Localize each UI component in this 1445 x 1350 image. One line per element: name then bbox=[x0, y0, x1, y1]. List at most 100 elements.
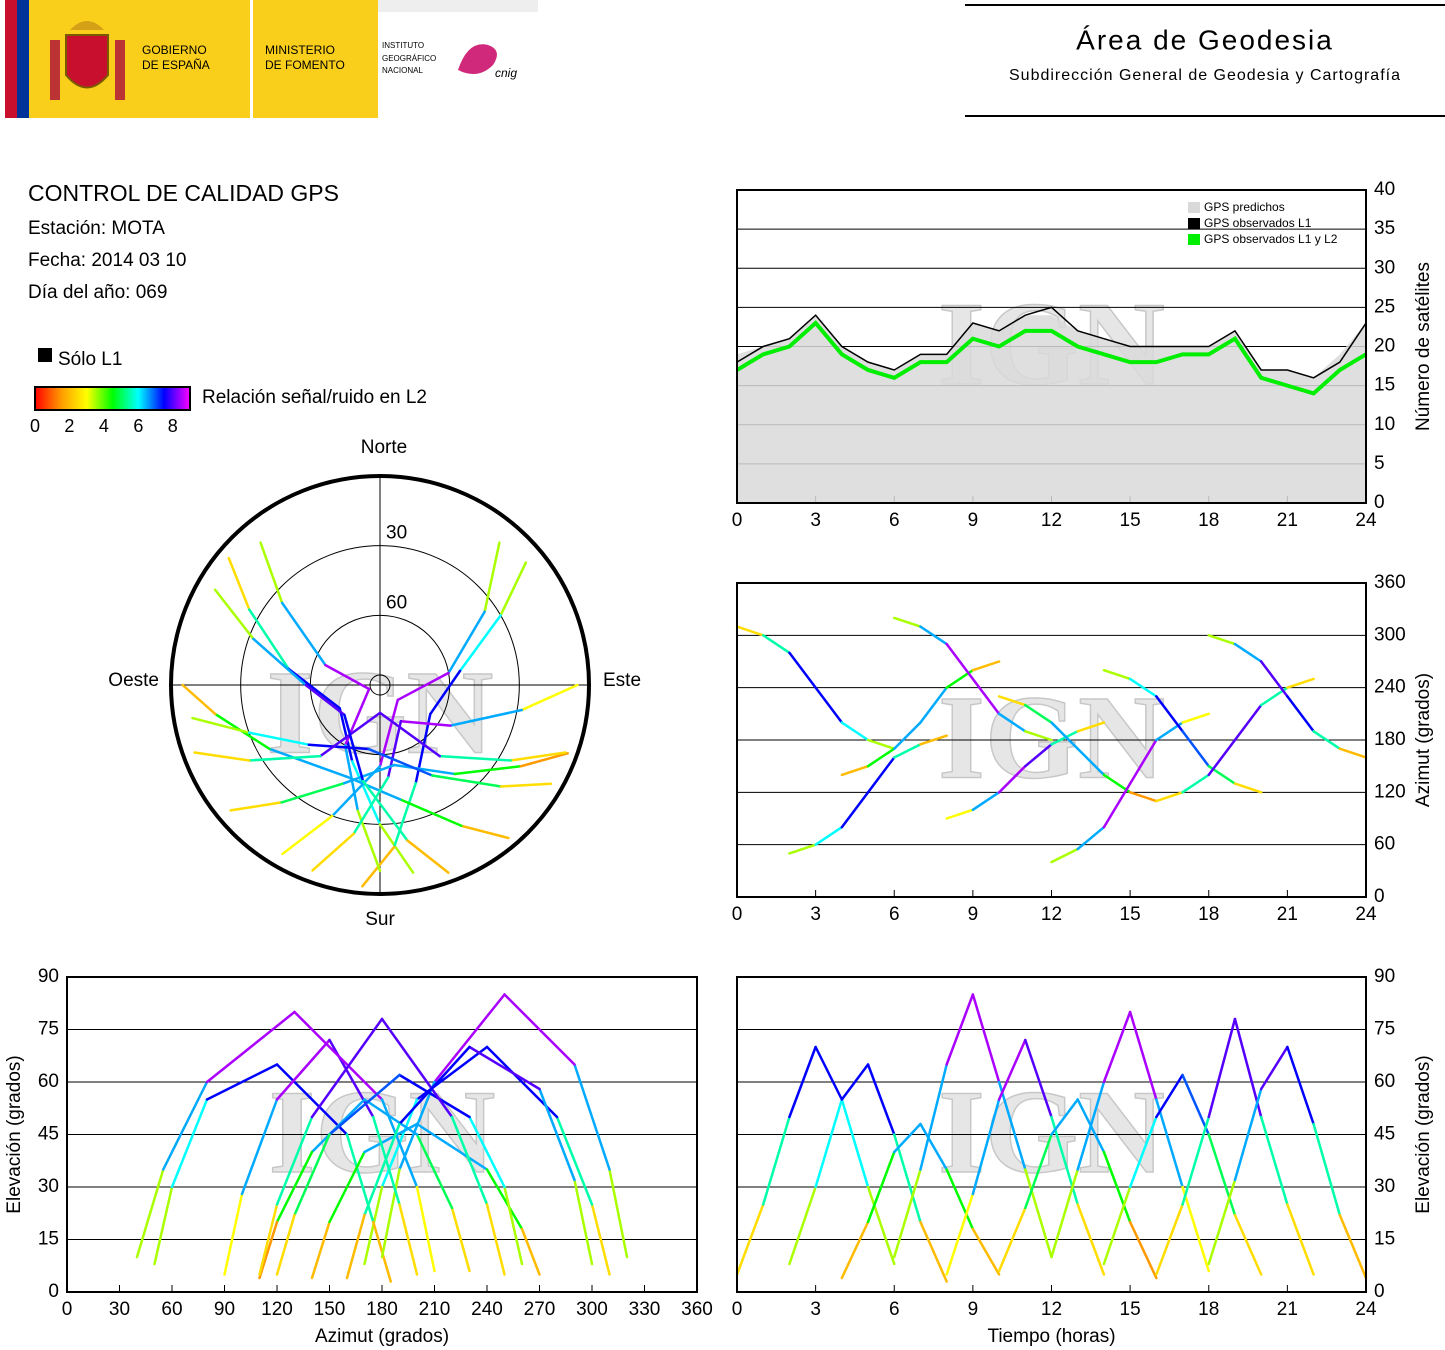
track-segment bbox=[227, 556, 251, 611]
x-tick-label: 21 bbox=[1277, 1299, 1298, 1320]
track-segment bbox=[1102, 1185, 1132, 1266]
logo-text: MINISTERIO bbox=[265, 43, 335, 57]
track-segment bbox=[396, 671, 450, 702]
track-segment bbox=[275, 1038, 331, 1101]
header: GOBIERNO DE ESPAÑA MINISTERIO DE FOMENTO… bbox=[5, 0, 1445, 118]
pillar bbox=[50, 40, 60, 100]
y-tick-label: 360 bbox=[1374, 572, 1406, 593]
logo-text: NACIONAL bbox=[382, 66, 423, 75]
track-segment bbox=[259, 541, 284, 605]
track-segment bbox=[380, 1168, 401, 1259]
track-segment bbox=[240, 1098, 279, 1196]
y-tick-label: 180 bbox=[1374, 729, 1406, 750]
x-tick-label: 90 bbox=[214, 1299, 235, 1320]
track-segment bbox=[1233, 1087, 1263, 1182]
track-segment bbox=[520, 683, 579, 712]
track-segment bbox=[380, 1017, 454, 1119]
track-segment bbox=[945, 1192, 975, 1276]
track-segment bbox=[248, 754, 322, 762]
track-segment bbox=[415, 1122, 489, 1171]
x-tick-label: 15 bbox=[1120, 510, 1141, 531]
track-segment bbox=[438, 754, 512, 762]
track-segment bbox=[1102, 668, 1132, 681]
track-segment bbox=[378, 823, 415, 874]
track-segment bbox=[398, 1045, 471, 1126]
logo-text: cnig bbox=[495, 66, 517, 80]
track-segment bbox=[447, 610, 486, 675]
track-segment bbox=[788, 651, 817, 689]
track-segment bbox=[363, 1098, 419, 1136]
date: Fecha: 2014 03 10 bbox=[28, 250, 186, 271]
y-tick-label: 5 bbox=[1374, 453, 1385, 474]
track-segment bbox=[945, 993, 975, 1066]
track-segment bbox=[971, 660, 1001, 672]
legend-swatch bbox=[38, 348, 52, 362]
track-segment bbox=[247, 731, 311, 746]
track-segment bbox=[1259, 1115, 1289, 1206]
watermark: IGN bbox=[269, 1065, 496, 1198]
track-segment bbox=[1024, 1168, 1053, 1259]
day-of-year: Día del año: 069 bbox=[28, 282, 167, 303]
track-segment bbox=[945, 642, 975, 681]
x-tick-label: 6 bbox=[889, 1299, 900, 1320]
track-segment bbox=[429, 669, 462, 716]
track-segment bbox=[275, 1063, 349, 1136]
track-segment bbox=[1181, 773, 1210, 794]
x-tick-label: 9 bbox=[968, 1299, 979, 1320]
y-tick-label: 15 bbox=[38, 1229, 59, 1250]
track-segment bbox=[1076, 1203, 1106, 1276]
track-segment bbox=[735, 625, 765, 637]
track-segment bbox=[840, 1220, 870, 1280]
y-tick-label: 30 bbox=[38, 1176, 59, 1197]
track-segment bbox=[840, 1098, 870, 1189]
track-segment bbox=[893, 1122, 922, 1154]
plot-border bbox=[66, 976, 698, 1293]
shield bbox=[65, 34, 109, 89]
cnig-logo bbox=[458, 44, 497, 74]
track-segment bbox=[866, 738, 896, 750]
x-tick-label: 9 bbox=[968, 510, 979, 531]
track-segment bbox=[590, 1203, 611, 1276]
track-segment bbox=[229, 801, 283, 812]
track-segment bbox=[153, 1185, 174, 1266]
x-tick-label: 18 bbox=[1198, 1299, 1219, 1320]
track-segment bbox=[345, 775, 402, 801]
y-tick-label: 0 bbox=[48, 1281, 59, 1302]
y-tick-label: 90 bbox=[1374, 966, 1395, 987]
track-segment bbox=[281, 814, 334, 856]
direction-label: Sur bbox=[365, 909, 395, 930]
area-title: Área de Geodesia bbox=[1076, 24, 1334, 55]
track-segment bbox=[1286, 677, 1315, 689]
track-segment bbox=[343, 763, 396, 785]
y-tick-label: 20 bbox=[1374, 336, 1395, 357]
track-segment bbox=[893, 1168, 922, 1259]
track-segment bbox=[415, 1133, 454, 1210]
watermark: IGN bbox=[938, 1065, 1165, 1198]
track-segment bbox=[840, 721, 870, 742]
track-segment bbox=[248, 608, 290, 671]
watermark: IGN bbox=[938, 671, 1165, 804]
track-segment bbox=[1155, 1203, 1184, 1276]
track-segment bbox=[919, 625, 948, 646]
track-segment bbox=[1233, 703, 1263, 742]
logo-strip bbox=[378, 0, 538, 12]
track-segment bbox=[398, 1203, 419, 1276]
track-segment bbox=[310, 1220, 331, 1280]
track-segment bbox=[380, 1098, 419, 1189]
track-segment bbox=[519, 752, 569, 768]
track-segment bbox=[1050, 721, 1079, 750]
track-segment bbox=[162, 1080, 209, 1171]
track-segment bbox=[866, 1150, 896, 1224]
line bbox=[736, 306, 1367, 379]
chart: IGN 0 60 120 180 240 300 360 0 3 6 9 12 15 18 21 24 Azimu… bbox=[732, 572, 1434, 925]
track-segment bbox=[293, 1010, 384, 1101]
track-segment bbox=[1050, 847, 1079, 864]
track-segment bbox=[971, 677, 1001, 716]
track-segment bbox=[483, 541, 501, 613]
track-segment bbox=[1102, 1150, 1132, 1224]
track-segment bbox=[866, 1063, 896, 1136]
track-segment bbox=[503, 993, 576, 1066]
track-segment bbox=[997, 695, 1027, 707]
direction-label: Oeste bbox=[108, 670, 159, 691]
